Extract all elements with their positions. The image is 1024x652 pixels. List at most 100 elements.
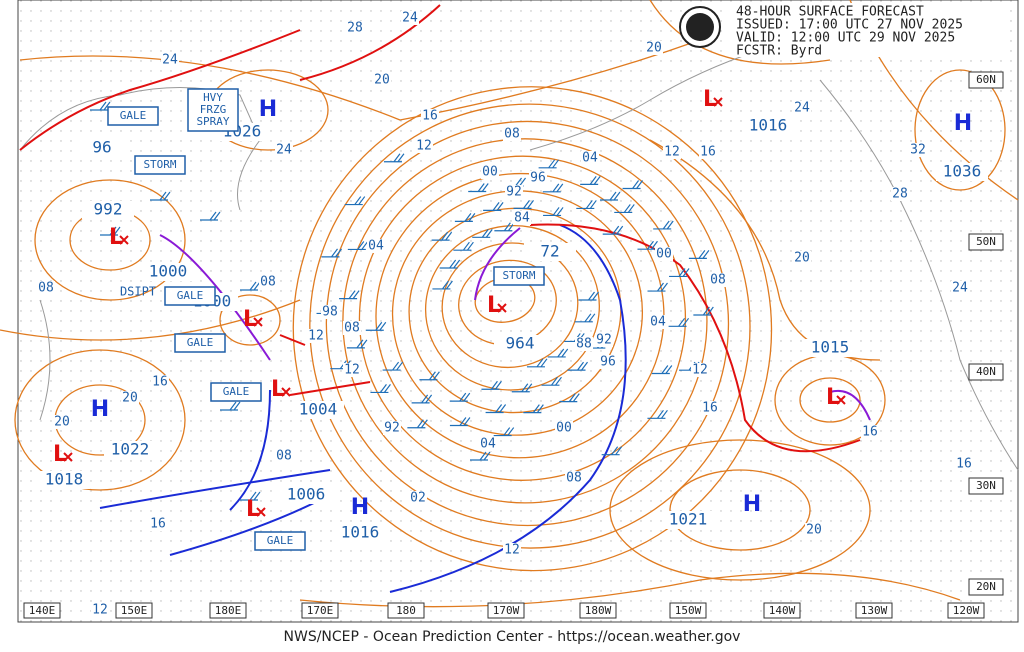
- isobar-label: 16: [862, 425, 878, 440]
- isobar-label-bg: [599, 355, 617, 369]
- isobar-label-bg: [383, 421, 401, 435]
- isobar: [219, 294, 281, 346]
- wind-barb: [526, 358, 548, 368]
- isobar-label: 08: [504, 127, 520, 142]
- pressure-center-symbol: H: [91, 397, 109, 422]
- isobar-label-bg: [951, 281, 969, 295]
- isobar-label: 08: [276, 449, 292, 464]
- isobar-label: 04: [368, 239, 384, 254]
- lon-label: 130W: [861, 604, 888, 617]
- isobar-label-bg: [151, 375, 169, 389]
- wind-barb: [431, 231, 453, 241]
- wind-barb: [669, 268, 690, 278]
- wind-barb: [411, 394, 433, 404]
- isobar-label-bg: [555, 421, 573, 435]
- wind-barb: [90, 101, 111, 111]
- isobar-label-bg: [259, 275, 277, 289]
- warning-label: GALE: [267, 534, 294, 547]
- lat-label: 30N: [976, 479, 996, 492]
- wind-barb: [614, 204, 635, 214]
- isobar-label: 02: [410, 491, 426, 506]
- lon-label: 180E: [215, 604, 242, 617]
- isobar-label-bg: [401, 11, 419, 25]
- low-cross: [713, 97, 723, 107]
- pressure-label: 96: [92, 138, 111, 157]
- pressure-label: 964: [506, 334, 535, 353]
- isobar-label-bg: [793, 101, 811, 115]
- low-cross: [836, 395, 846, 405]
- pressure-label: 1006: [287, 485, 326, 504]
- isobar: [391, 190, 644, 436]
- pressure-center-symbol: L: [826, 385, 840, 410]
- wind-barb: [580, 176, 601, 185]
- isobar-label: 00: [656, 247, 672, 262]
- isobar-label-bg: [343, 363, 361, 377]
- isobar-label-bg: [373, 73, 391, 87]
- isobar: [441, 242, 579, 369]
- wind-barb: [542, 183, 564, 193]
- lon-label-box: [115, 602, 153, 619]
- isobar-label: 12: [92, 603, 108, 618]
- isobar-label-bg: [409, 491, 427, 505]
- wind-barb: [493, 427, 515, 437]
- isobar-label-bg: [793, 251, 811, 265]
- warning-label: GALE: [177, 289, 204, 302]
- isobar-label: 08: [260, 275, 276, 290]
- isobar-label-bg: [581, 151, 599, 165]
- isobar-label: 24: [276, 143, 292, 158]
- header-line: FCSTR: Byrd: [736, 44, 822, 59]
- low-cross: [119, 235, 129, 245]
- pressure-label-bg: [742, 117, 794, 135]
- isobar: [309, 103, 751, 549]
- wind-barb: [100, 226, 121, 236]
- isobar-label: 00: [556, 421, 572, 436]
- isobar: [914, 69, 1006, 191]
- wind-barb: [647, 409, 668, 419]
- lat-label-box: [968, 477, 1004, 495]
- isobar: [669, 469, 811, 551]
- pressure-center-symbol: L: [53, 442, 67, 467]
- pressure-label-bg: [494, 335, 546, 353]
- isobar-label-bg: [861, 425, 879, 439]
- warning-label: GALE: [120, 109, 147, 122]
- isobar-label: 16: [702, 401, 718, 416]
- isobar-label: 24: [162, 53, 178, 68]
- wind-barb: [449, 417, 471, 427]
- isobar-label-bg: [691, 363, 709, 377]
- pressure-center-symbol: L: [487, 293, 501, 318]
- isobar-label-bg: [275, 449, 293, 463]
- isobar-label-bg: [53, 415, 71, 429]
- isobar-label-bg: [655, 247, 673, 261]
- isobar-label: 20: [374, 73, 390, 88]
- wind-barb: [688, 250, 710, 260]
- wind-barb: [653, 220, 674, 230]
- isobar-label: 12: [344, 363, 360, 378]
- wind-barb: [370, 384, 391, 394]
- pressure-center-symbol: L: [109, 225, 123, 250]
- wind-barb: [600, 191, 621, 201]
- lon-label: 170W: [493, 604, 520, 617]
- wind-barb: [347, 241, 369, 251]
- isobar-label: 12: [692, 363, 708, 378]
- warning-box: [174, 333, 226, 353]
- isobar-label-bg: [481, 165, 499, 179]
- fronts: [19, 4, 871, 593]
- lon-label-box: [209, 602, 247, 619]
- pressure-label-bg: [524, 243, 576, 261]
- pressure-label-bg: [334, 524, 386, 542]
- warning-box: [164, 286, 216, 306]
- isobar-label-bg: [161, 53, 179, 67]
- isobar-label: 08: [566, 471, 582, 486]
- warning-label: STORM: [502, 269, 535, 282]
- isobar-label: 16: [700, 145, 716, 160]
- pressure-center-symbol: L: [246, 497, 260, 522]
- isobar: [649, 0, 831, 65]
- isobar-label: 08: [710, 273, 726, 288]
- isobar-label-bg: [565, 471, 583, 485]
- pressure-label-bg: [280, 486, 332, 504]
- isobar-label: 88: [576, 337, 592, 352]
- low-cross: [256, 507, 266, 517]
- low-cross: [497, 303, 507, 313]
- wind-barb: [321, 248, 342, 258]
- warning-label: SPRAY: [196, 115, 229, 128]
